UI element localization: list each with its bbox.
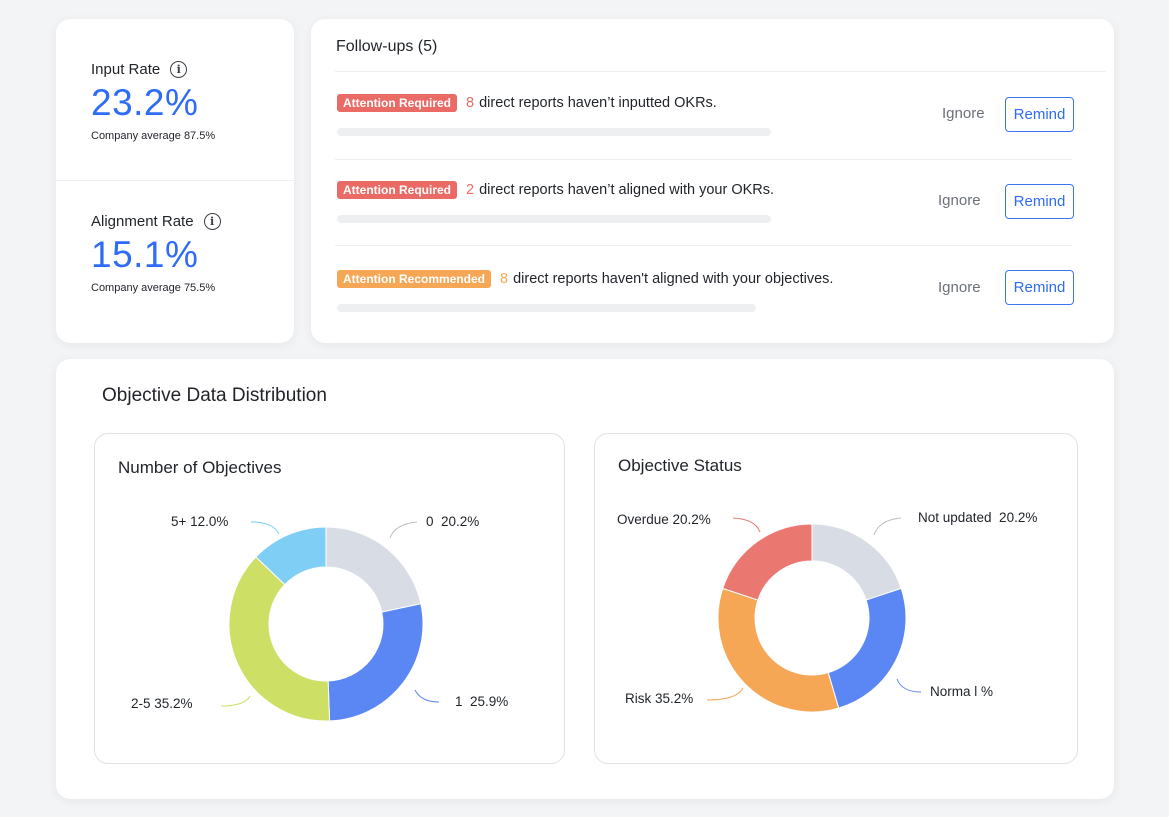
remind-button[interactable]: Remind <box>1005 270 1074 305</box>
ignore-button[interactable]: Ignore <box>938 192 981 209</box>
label-leader-line <box>732 517 761 533</box>
input-rate-label-row: Input Rate i <box>91 61 215 78</box>
donut-slice-not-updated[interactable] <box>811 523 902 601</box>
chart-title: Objective Status <box>618 456 742 475</box>
followup-placeholder-bar <box>337 215 771 223</box>
donut-slice-overdue[interactable] <box>722 523 813 601</box>
followup-row: Attention Required 8 direct reports have… <box>337 94 1074 180</box>
donut-slice-0[interactable] <box>325 526 422 613</box>
label-leader-line <box>250 521 280 535</box>
chart-title: Number of Objectives <box>118 458 282 477</box>
followup-message: Attention Required 2 direct reports have… <box>337 181 774 199</box>
objective-distribution-card: Objective Data Distribution Number of Ob… <box>56 359 1114 799</box>
slice-label: 0 20.2% <box>426 514 479 529</box>
alignment-rate-value: 15.1% <box>91 234 199 275</box>
label-leader-line <box>389 521 418 539</box>
alignment-rate-label: Alignment Rate <box>91 213 194 230</box>
info-icon[interactable]: i <box>203 213 221 230</box>
followup-count: 2 <box>466 182 475 198</box>
followup-row: Attention Recommended 8 direct reports h… <box>337 270 1074 356</box>
donut-slice-1[interactable] <box>327 603 424 722</box>
followups-title: Follow-ups (5) <box>336 38 438 55</box>
remind-button[interactable]: Remind <box>1005 184 1074 219</box>
slice-label: Norma l % <box>930 684 993 699</box>
label-leader-line <box>220 695 251 707</box>
followup-placeholder-bar <box>337 304 756 312</box>
slice-label: Not updated 20.2% <box>918 510 1037 525</box>
info-icon[interactable]: i <box>170 61 188 78</box>
slice-label: Overdue 20.2% <box>617 512 711 527</box>
followup-message: Attention Required 8 direct reports have… <box>337 94 717 112</box>
followup-text: direct reports haven’t aligned with your… <box>479 182 775 198</box>
donut-slice-risk[interactable] <box>717 587 840 713</box>
slice-label: 1 25.9% <box>455 694 508 709</box>
attention-required-badge: Attention Required <box>337 181 457 199</box>
number-of-objectives-donut: 0 20.2% 1 25.9% 2-5 35.2% 5+ 12.0% <box>131 514 508 722</box>
slice-label: 2-5 35.2% <box>131 696 193 711</box>
alignment-rate-block: Alignment Rate i 15.1% Company average 7… <box>91 213 221 294</box>
remind-button[interactable]: Remind <box>1005 97 1074 132</box>
followup-divider <box>335 245 1072 246</box>
number-of-objectives-chart: Number of Objectives 0 20.2% 1 25.9% 2-5 3… <box>94 433 565 764</box>
label-leader-line <box>873 517 902 536</box>
followups-card: Follow-ups (5) Attention Required 8 dire… <box>311 19 1114 343</box>
input-rate-company-average: Company average 87.5% <box>91 130 216 142</box>
slice-label: 5+ 12.0% <box>171 514 228 529</box>
rates-divider <box>56 180 294 181</box>
followup-text: direct reports haven't aligned with your… <box>513 271 834 287</box>
donut-slice-5-[interactable] <box>255 526 327 586</box>
followup-count: 8 <box>500 271 509 287</box>
distribution-title: Objective Data Distribution <box>102 385 327 406</box>
followups-title-divider <box>335 71 1106 72</box>
label-leader-line <box>706 687 744 701</box>
rates-card: Input Rate i 23.2% Company average 87.5%… <box>56 19 294 343</box>
objective-status-chart: Objective Status Not updated 20.2% Norma … <box>594 433 1078 764</box>
followup-placeholder-bar <box>337 128 771 136</box>
followup-count: 8 <box>466 95 475 111</box>
label-leader-line <box>414 689 440 703</box>
donut-slice-2-5[interactable] <box>228 556 331 722</box>
donut-slice-normal[interactable] <box>827 587 907 709</box>
slice-label: Risk 35.2% <box>625 691 693 706</box>
followup-divider <box>335 159 1072 160</box>
objective-status-donut: Not updated 20.2% Norma l % Risk 35.2% Over… <box>617 510 1037 713</box>
label-leader-line <box>896 678 922 693</box>
followup-message: Attention Recommended 8 direct reports h… <box>337 270 833 288</box>
input-rate-value: 23.2% <box>91 82 199 123</box>
input-rate-label: Input Rate <box>91 61 161 78</box>
ignore-button[interactable]: Ignore <box>942 105 985 122</box>
alignment-rate-company-average: Company average 75.5% <box>91 282 216 294</box>
followup-text: direct reports haven’t inputted OKRs. <box>479 95 717 111</box>
attention-required-badge: Attention Required <box>337 94 457 112</box>
ignore-button[interactable]: Ignore <box>938 279 981 296</box>
attention-recommended-badge: Attention Recommended <box>337 270 492 288</box>
alignment-rate-label-row: Alignment Rate i <box>91 213 221 230</box>
followup-row: Attention Required 2 direct reports have… <box>337 181 1074 267</box>
input-rate-block: Input Rate i 23.2% Company average 87.5% <box>91 61 215 142</box>
